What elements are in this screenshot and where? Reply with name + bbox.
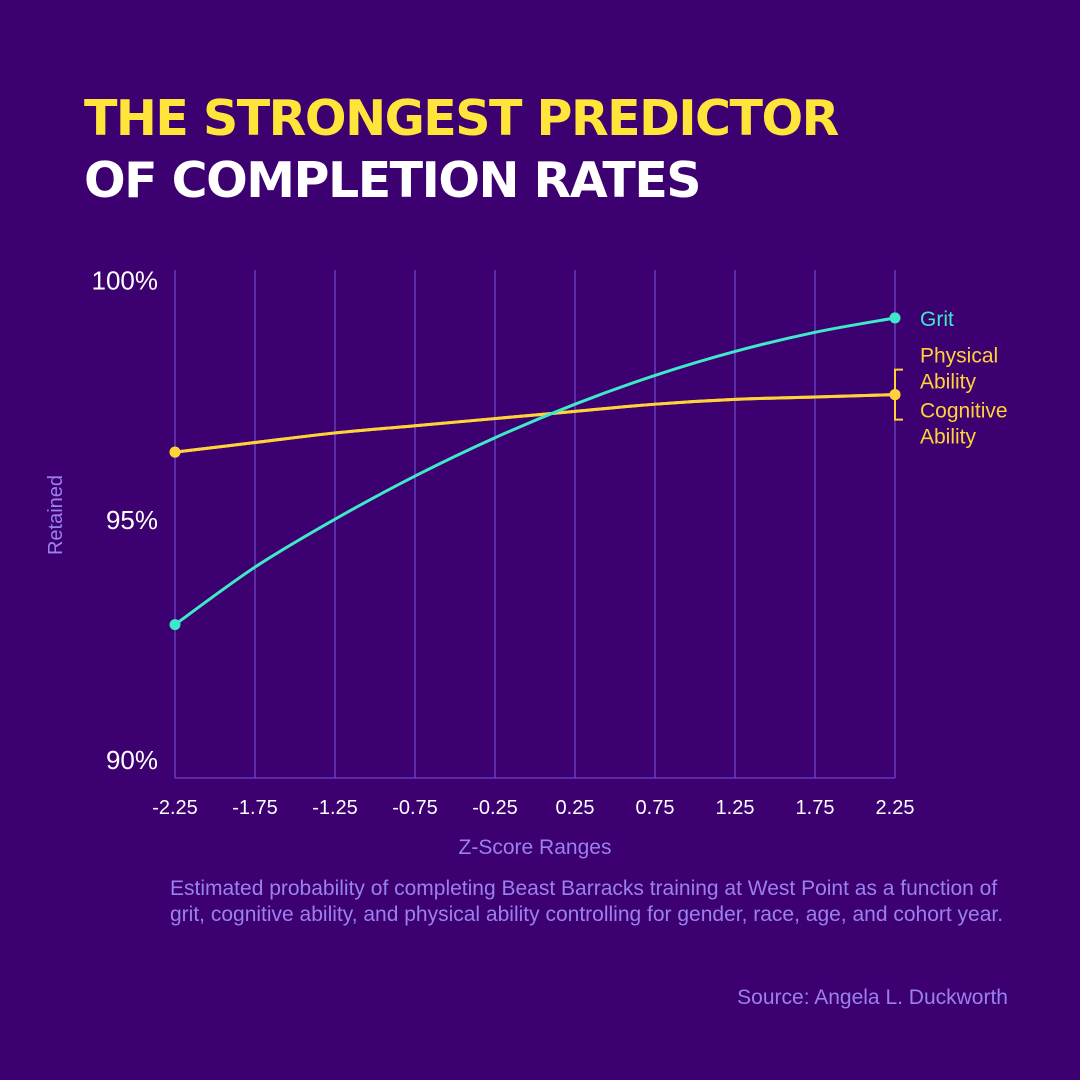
series-line-physical-ability [174,393,896,454]
x-tick-label: 0.75 [636,797,675,819]
legend-label-grit: Grit [920,308,954,331]
legend-bracket [894,368,903,421]
y-axis-label: Retained [45,475,67,555]
legend-label-physical-ability: Physical Ability [920,345,998,394]
x-tick-label: -0.75 [392,797,438,819]
x-axis-label: Z-Score Ranges [459,836,612,859]
series-point-grit [169,619,181,631]
chart-caption: Estimated probability of completing Beas… [170,877,1004,926]
x-tick-label: 1.25 [716,797,755,819]
series-line-grit [174,316,896,626]
y-tick-label: 100% [92,266,159,296]
x-tick-label: -1.75 [232,797,278,819]
x-tick-label: -1.25 [312,797,358,819]
x-tick-label: -0.25 [472,797,518,819]
x-tick-label: 1.75 [796,797,835,819]
source-credit: Source: Angela L. Duckworth [737,986,1008,1009]
title-line-2: OF COMPLETION RATES [84,152,702,209]
x-tick-label: 0.25 [556,797,595,819]
x-tick-label: -2.25 [152,797,198,819]
x-tick-label: 2.25 [876,797,915,819]
series-line-cognitive-ability [174,393,896,454]
title-line-1: THE STRONGEST PREDICTOR [84,90,839,147]
series-point-cognitive-ability [169,446,181,458]
y-tick-label: 90% [106,745,158,775]
series-point-grit [889,312,901,324]
legend-label-cognitive-ability: Cognitive Ability [920,400,1008,449]
y-tick-label: 95% [106,505,158,535]
chart-title: THE STRONGEST PREDICTOR OF COMPLETION RA… [84,88,839,212]
